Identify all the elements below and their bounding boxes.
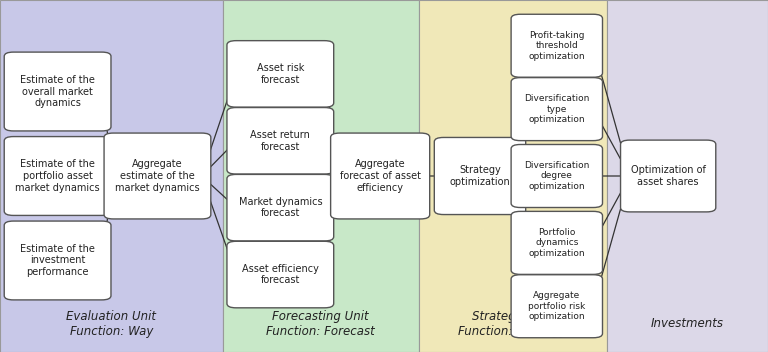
Text: Investments: Investments — [650, 318, 724, 330]
FancyBboxPatch shape — [434, 138, 525, 215]
FancyBboxPatch shape — [621, 140, 716, 212]
FancyBboxPatch shape — [511, 14, 602, 77]
Text: Portfolio
dynamics
optimization: Portfolio dynamics optimization — [528, 228, 585, 258]
FancyBboxPatch shape — [104, 133, 210, 219]
Text: Diversification
type
optimization: Diversification type optimization — [524, 94, 590, 124]
Text: Asset return
forecast: Asset return forecast — [250, 130, 310, 152]
Text: Aggregate
forecast of asset
efficiency: Aggregate forecast of asset efficiency — [339, 159, 421, 193]
FancyBboxPatch shape — [330, 133, 430, 219]
Text: Optimization of
asset shares: Optimization of asset shares — [631, 165, 706, 187]
FancyBboxPatch shape — [511, 211, 602, 275]
FancyBboxPatch shape — [227, 241, 333, 308]
Text: Forecasting Unit
Function: Forecast: Forecasting Unit Function: Forecast — [266, 310, 375, 338]
FancyBboxPatch shape — [4, 221, 111, 300]
Text: Asset risk
forecast: Asset risk forecast — [257, 63, 304, 85]
Text: Estimate of the
portfolio asset
market dynamics: Estimate of the portfolio asset market d… — [15, 159, 100, 193]
FancyBboxPatch shape — [4, 52, 111, 131]
FancyBboxPatch shape — [223, 0, 419, 352]
FancyBboxPatch shape — [227, 40, 333, 107]
FancyBboxPatch shape — [607, 0, 768, 352]
FancyBboxPatch shape — [227, 175, 333, 241]
FancyBboxPatch shape — [511, 275, 602, 338]
Text: Evaluation Unit
Function: Way: Evaluation Unit Function: Way — [66, 310, 157, 338]
Text: Estimate of the
investment
performance: Estimate of the investment performance — [20, 244, 95, 277]
Text: Diversification
degree
optimization: Diversification degree optimization — [524, 161, 590, 191]
Text: Strategic Unit
Function: Strategy: Strategic Unit Function: Strategy — [458, 310, 567, 338]
FancyBboxPatch shape — [511, 78, 602, 141]
FancyBboxPatch shape — [0, 0, 223, 352]
FancyBboxPatch shape — [4, 137, 111, 215]
Text: Asset efficiency
forecast: Asset efficiency forecast — [242, 264, 319, 285]
Text: Strategy
optimization: Strategy optimization — [449, 165, 511, 187]
Text: Estimate of the
overall market
dynamics: Estimate of the overall market dynamics — [20, 75, 95, 108]
FancyBboxPatch shape — [511, 145, 602, 208]
Text: Profit-taking
threshold
optimization: Profit-taking threshold optimization — [528, 31, 585, 61]
Text: Market dynamics
forecast: Market dynamics forecast — [239, 197, 322, 219]
FancyBboxPatch shape — [419, 0, 607, 352]
FancyBboxPatch shape — [227, 108, 333, 174]
Text: Aggregate
estimate of the
market dynamics: Aggregate estimate of the market dynamic… — [115, 159, 200, 193]
Text: Aggregate
portfolio risk
optimization: Aggregate portfolio risk optimization — [528, 291, 585, 321]
